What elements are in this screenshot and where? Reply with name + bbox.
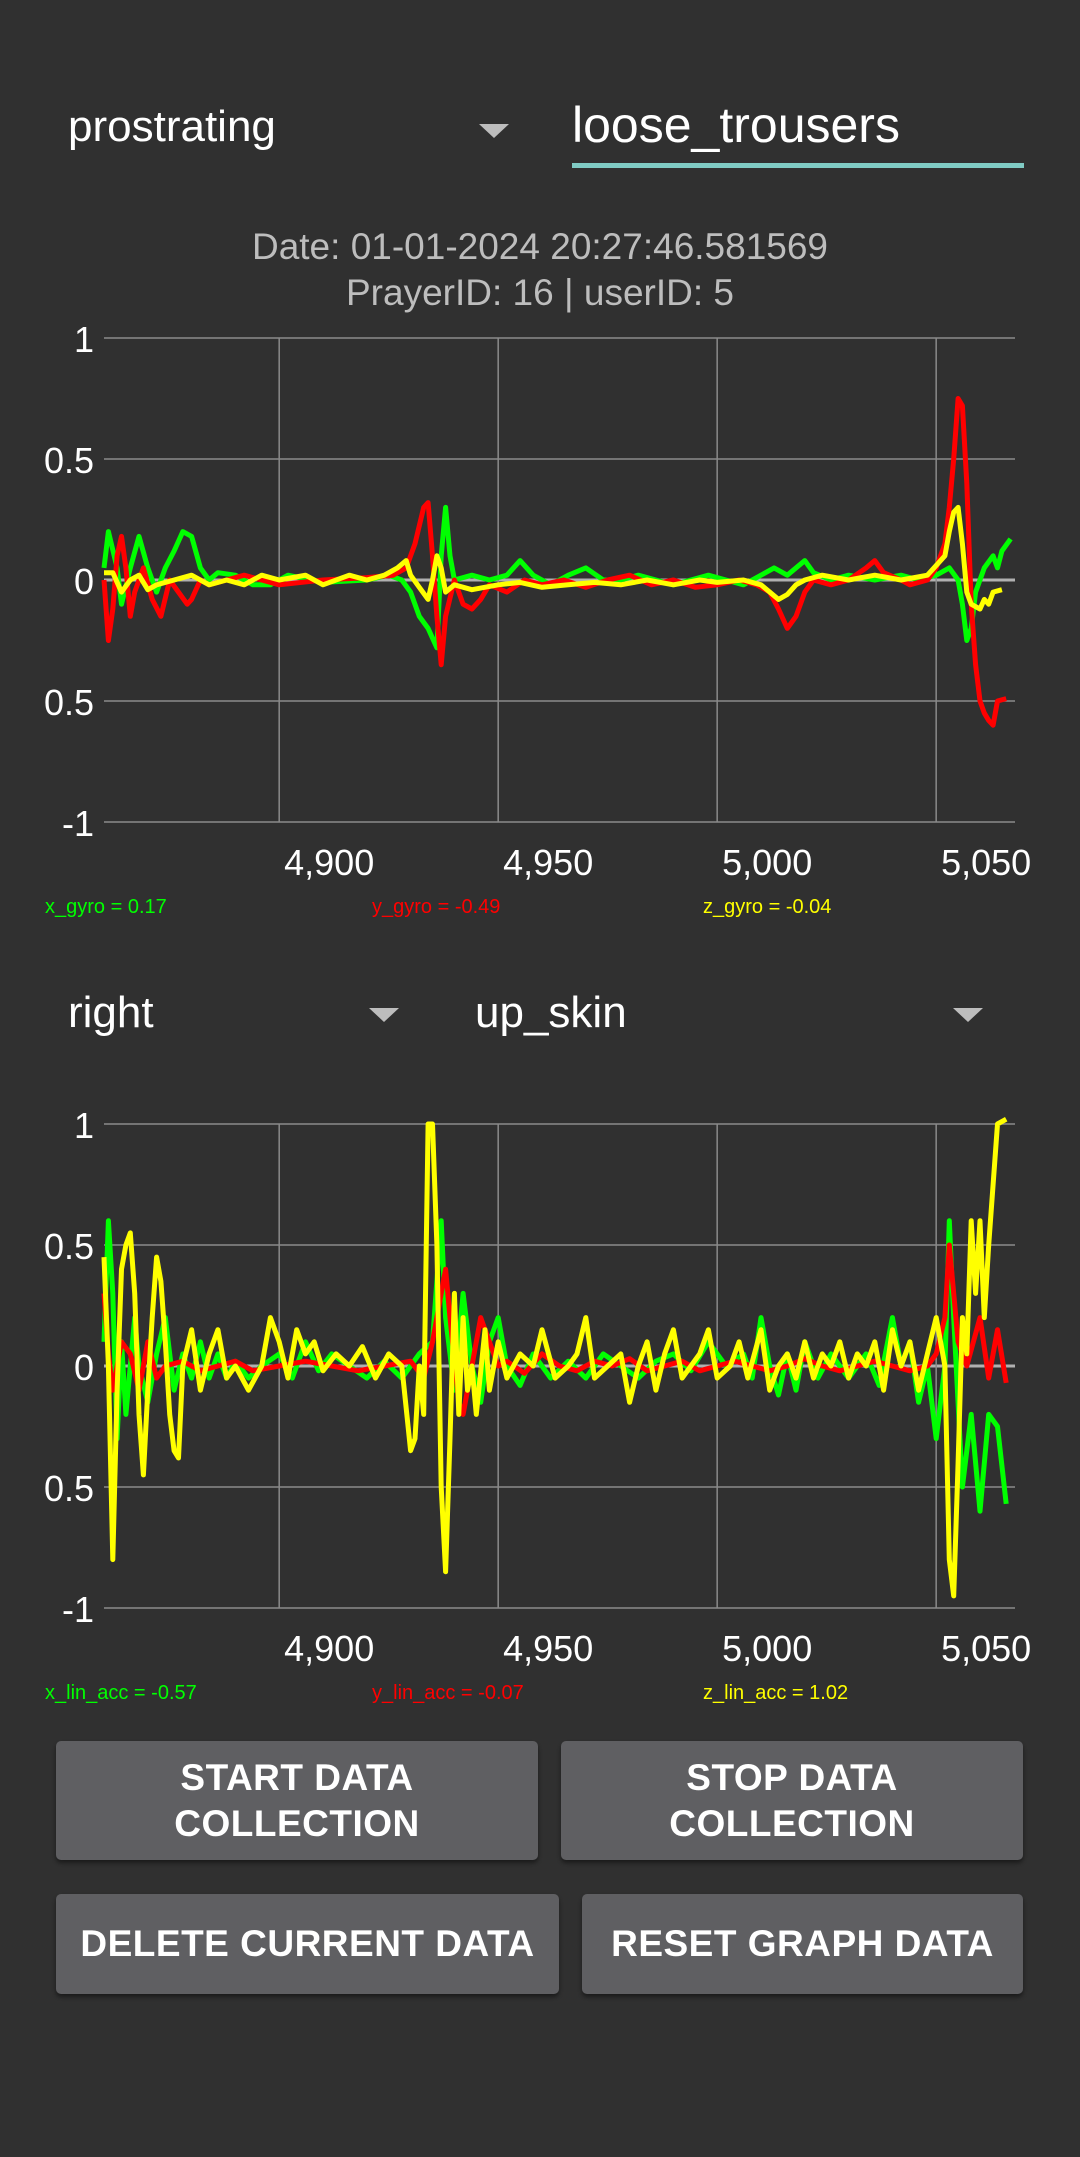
date-label: Date: 01-01-2024 20:27:46.581569 bbox=[251, 226, 829, 267]
series-line-z bbox=[101, 1117, 1008, 1599]
readout-z: z_gyro = -0.04 bbox=[703, 896, 831, 918]
x-tick-label: 5,050 bbox=[941, 1628, 1031, 1669]
gyro-chart-svg: 1 0.5 0 0.5 -1 4,900 4,950 5,000 5,050 x_gyro = 0… bbox=[44, 319, 1031, 918]
y-tick-label: 1 bbox=[74, 320, 94, 360]
position-spinner-value: prostrating bbox=[68, 102, 276, 151]
series-line-y bbox=[101, 396, 1007, 728]
x-tick-label: 5,000 bbox=[722, 842, 812, 883]
placement-spinner-value: up_skin bbox=[475, 988, 627, 1037]
y-tick-label: -1 bbox=[62, 803, 94, 844]
stop-data-collection-button[interactable]: STOP DATA COLLECTION bbox=[561, 1741, 1023, 1860]
stop-button-label-line1: STOP DATA bbox=[686, 1756, 898, 1798]
readout-y: y_lin_acc = -0.07 bbox=[372, 1682, 524, 1704]
clothing-field-underline bbox=[572, 163, 1024, 168]
chevron-down-icon[interactable] bbox=[369, 1008, 399, 1022]
y-tick-label: 1 bbox=[74, 1106, 94, 1146]
readout-x: x_gyro = 0.17 bbox=[45, 896, 167, 918]
gyro-chart: 1 0.5 0 0.5 -1 4,900 4,950 5,000 5,050 x_gyro = 0… bbox=[0, 319, 1080, 920]
x-tick-label: 4,950 bbox=[503, 842, 593, 883]
placement-spinner[interactable]: up_skin bbox=[475, 988, 627, 1038]
readout-z: z_lin_acc = 1.02 bbox=[703, 1682, 848, 1704]
reset-button-label: RESET GRAPH DATA bbox=[611, 1923, 994, 1964]
side-spinner[interactable]: right bbox=[68, 988, 154, 1038]
series-line-y bbox=[101, 1242, 1009, 1417]
readout-y: y_gyro = -0.49 bbox=[372, 896, 500, 918]
x-tick-label: 4,950 bbox=[503, 1628, 593, 1669]
position-spinner[interactable]: prostrating bbox=[68, 102, 276, 152]
y-tick-label: 0.5 bbox=[44, 1468, 94, 1509]
x-tick-label: 5,050 bbox=[941, 842, 1031, 883]
start-data-collection-button[interactable]: START DATA COLLECTION bbox=[56, 1741, 538, 1860]
chevron-down-icon[interactable] bbox=[953, 1008, 983, 1022]
series-line-z bbox=[104, 504, 1003, 612]
ids-label: PrayerID: 16 | userID: 5 bbox=[346, 272, 734, 313]
delete-button-label: DELETE CURRENT DATA bbox=[80, 1923, 535, 1964]
clothing-field[interactable]: loose_trousers bbox=[572, 96, 1024, 168]
lin-acc-chart: 1 0.5 0 0.5 -1 4,900 4,950 5,000 5,050 x_lin_acc … bbox=[0, 1105, 1080, 1706]
side-spinner-value: right bbox=[68, 988, 154, 1037]
lin-acc-chart-svg: 1 0.5 0 0.5 -1 4,900 4,950 5,000 5,050 x_lin_acc … bbox=[44, 1105, 1031, 1704]
x-tick-label: 4,900 bbox=[284, 1628, 374, 1669]
clothing-field-value: loose_trousers bbox=[572, 97, 900, 153]
delete-current-data-button[interactable]: DELETE CURRENT DATA bbox=[56, 1894, 559, 1994]
x-tick-label: 4,900 bbox=[284, 842, 374, 883]
y-tick-label: -1 bbox=[62, 1589, 94, 1630]
y-tick-label: 0.5 bbox=[44, 1226, 94, 1267]
start-button-label-line2: COLLECTION bbox=[174, 1802, 420, 1844]
stop-button-label-line2: COLLECTION bbox=[669, 1802, 915, 1844]
chevron-down-icon[interactable] bbox=[479, 124, 509, 138]
reset-graph-data-button[interactable]: RESET GRAPH DATA bbox=[582, 1894, 1023, 1994]
y-tick-label: 0.5 bbox=[44, 440, 94, 481]
start-button-label-line1: START DATA bbox=[180, 1756, 414, 1798]
y-tick-label: 0 bbox=[74, 1347, 94, 1388]
readout-x: x_lin_acc = -0.57 bbox=[45, 1682, 197, 1704]
y-tick-label: 0 bbox=[74, 561, 94, 602]
x-tick-label: 5,000 bbox=[722, 1628, 812, 1669]
y-tick-label: 0.5 bbox=[44, 682, 94, 723]
